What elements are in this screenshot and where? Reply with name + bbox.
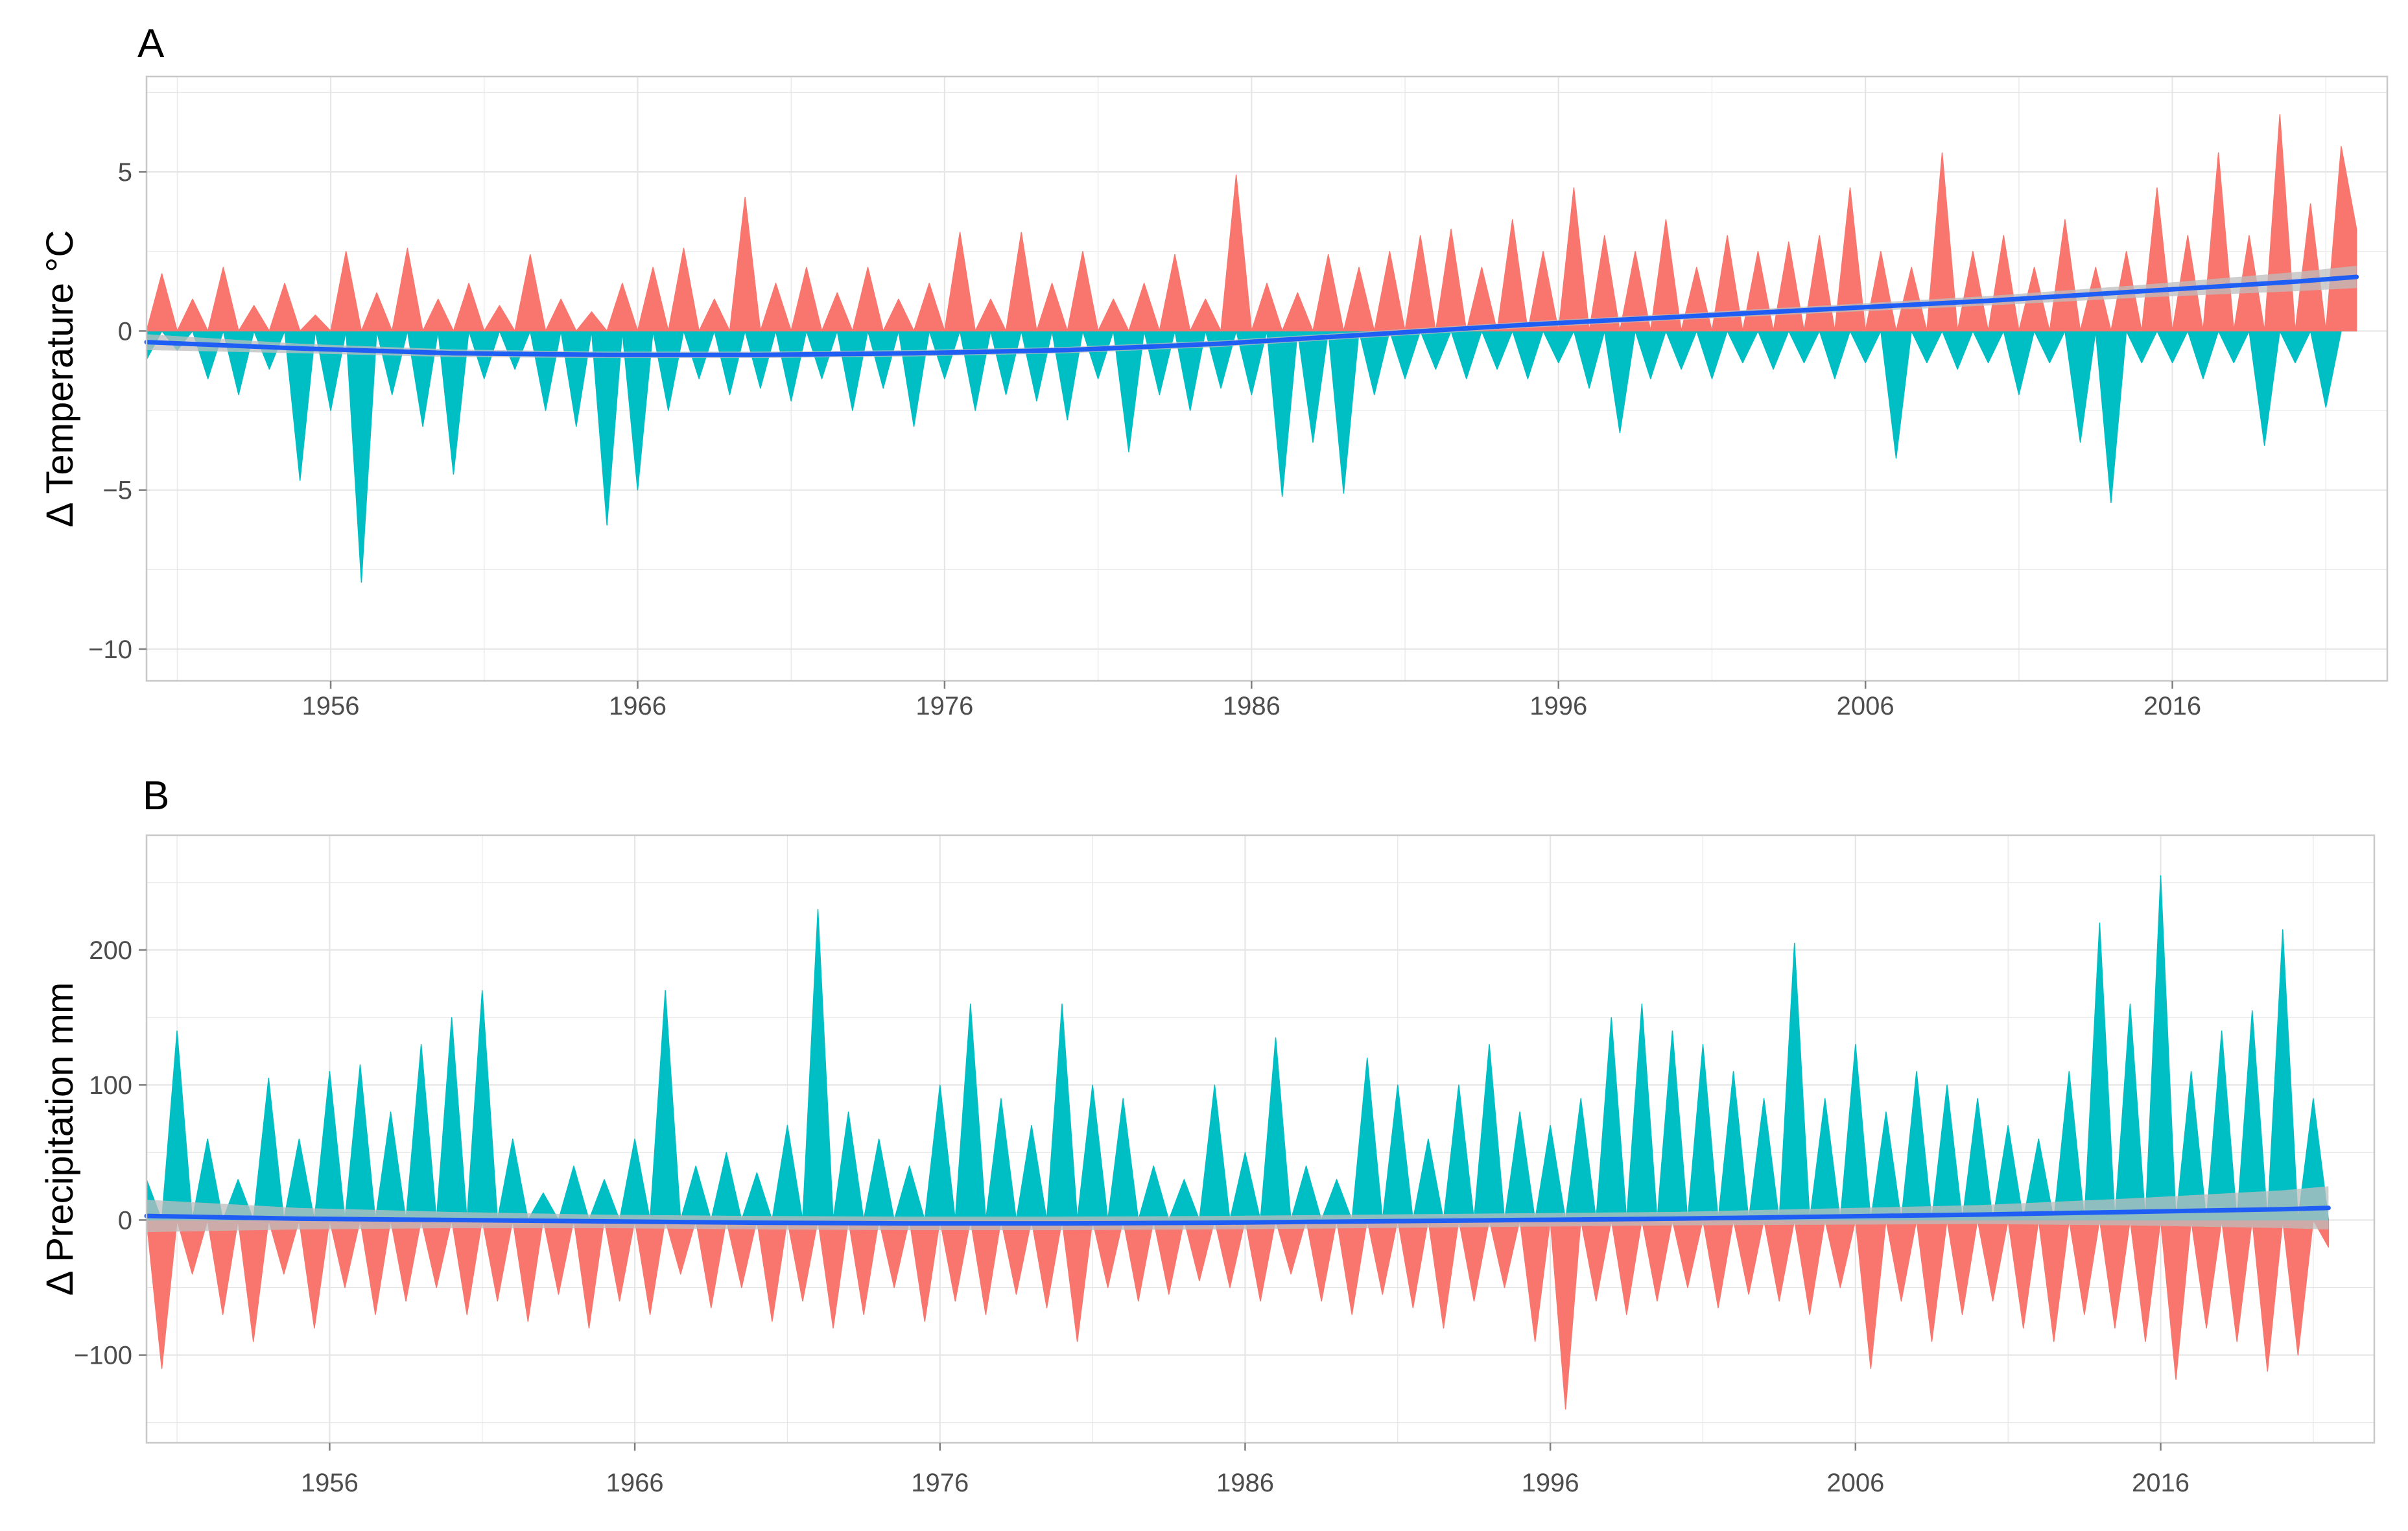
- panel-border: [145, 834, 2376, 1444]
- panel-border: [145, 75, 2389, 682]
- x-tick-label-4: 1996: [1522, 1469, 1579, 1497]
- x-tick-label-4: 1996: [1529, 692, 1587, 720]
- panel-letter: A: [137, 21, 165, 66]
- y-tick-label-1: 100: [89, 1071, 132, 1100]
- y-tick-label-1: 0: [118, 317, 132, 346]
- x-tick-label-1: 1966: [609, 692, 667, 720]
- y-tick-label-3: −100: [74, 1342, 132, 1370]
- x-tick-label-5: 2006: [1837, 692, 1895, 720]
- y-axis-title: Δ Precipitation mm: [39, 982, 81, 1296]
- x-tick-label-3: 1986: [1216, 1469, 1274, 1497]
- y-tick-label-0: 5: [118, 158, 132, 187]
- trend-line: [144, 1205, 2331, 1226]
- temperature-anomaly-panel: 1956 1966 1976 1986 1996 2006 2016 5 0 −5 −10 Δ Tem…: [39, 21, 2389, 720]
- anomaly-positive-area: [146, 875, 2330, 1221]
- y-tick-label-2: −5: [102, 477, 132, 505]
- x-tick-label-2: 1976: [915, 692, 973, 720]
- x-tick-label-1: 1966: [606, 1469, 664, 1497]
- x-tick-label-0: 1956: [301, 1469, 359, 1497]
- y-axis-title: Δ Temperature °C: [39, 230, 81, 527]
- anomaly-negative-area: [146, 330, 2357, 583]
- x-tick-label-2: 1976: [911, 1469, 969, 1497]
- y-tick-label-0: 200: [89, 936, 132, 965]
- x-tick-label-6: 2016: [2132, 1469, 2190, 1497]
- anomaly-negative-area: [146, 1219, 2330, 1410]
- trend-line: [144, 274, 2359, 357]
- y-tick-label-2: 0: [118, 1206, 132, 1235]
- y-tick-label-3: −10: [88, 635, 132, 664]
- x-tick-label-0: 1956: [302, 692, 360, 720]
- x-tick-label-3: 1986: [1223, 692, 1281, 720]
- panel-letter: B: [143, 774, 169, 818]
- x-tick-label-6: 2016: [2143, 692, 2201, 720]
- precipitation-anomaly-panel: 1956 1966 1976 1986 1996 2006 2016 200 100 0 −100 Δ…: [39, 774, 2376, 1497]
- x-tick-label-5: 2006: [1826, 1469, 1884, 1497]
